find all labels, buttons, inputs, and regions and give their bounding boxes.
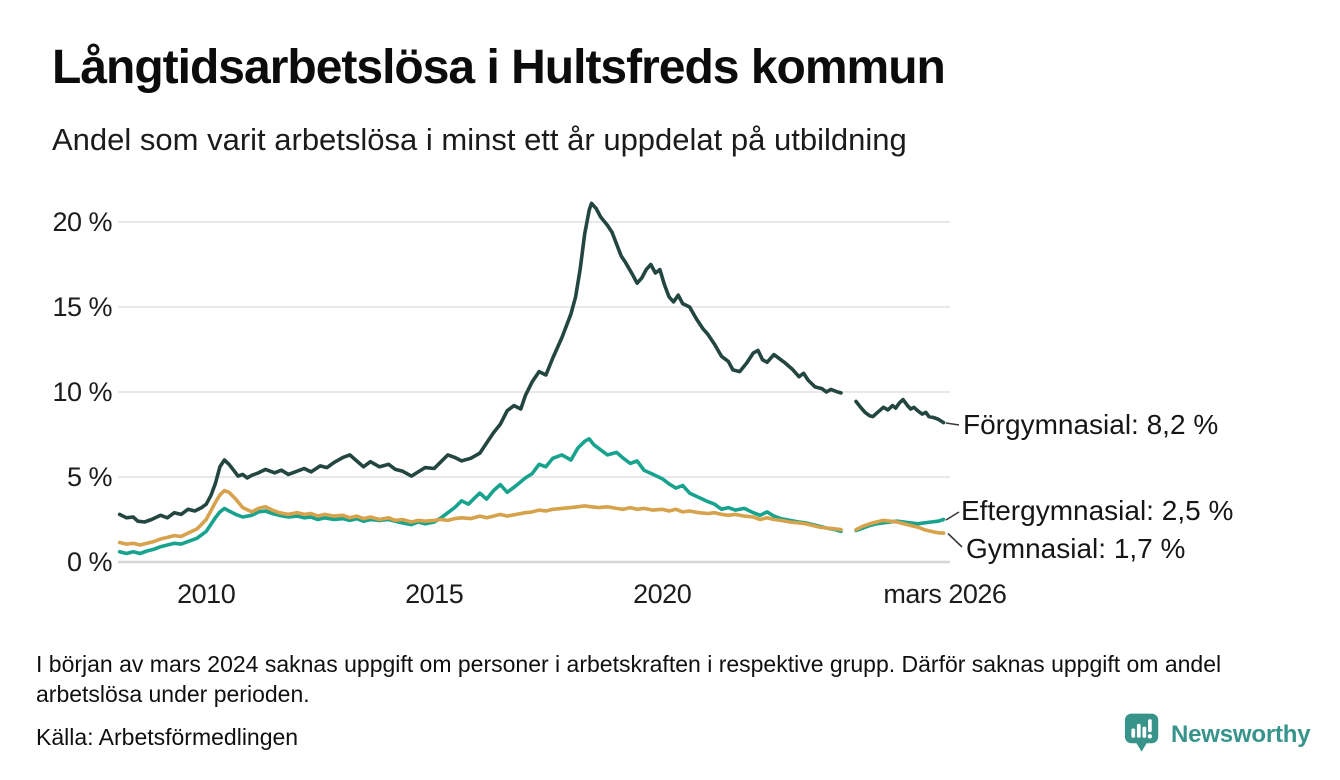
y-axis-tick-label: 5 % bbox=[66, 462, 113, 492]
label-leader-förgymnasial bbox=[945, 422, 960, 426]
label-leader-eftergymnasial bbox=[945, 511, 960, 521]
source-credit: Källa: Arbetsförmedlingen bbox=[36, 724, 299, 750]
series-end-label-gymnasial: Gymnasial: 1,7 % bbox=[966, 533, 1186, 564]
label-leader-gymnasial bbox=[947, 532, 963, 548]
series-line-förgymnasial bbox=[854, 397, 946, 425]
page-title: Långtidsarbetslösa i Hultsfreds kommun bbox=[52, 41, 946, 94]
newsworthy-wordmark: Newsworthy bbox=[1171, 721, 1311, 748]
x-axis-tick-label: 2015 bbox=[405, 579, 464, 609]
newsworthy-logo[interactable]: Newsworthy bbox=[1124, 712, 1311, 756]
series-line-gymnasial bbox=[117, 488, 843, 547]
page-subtitle: Andel som varit arbetslösa i minst ett å… bbox=[52, 122, 907, 157]
series-line-eftergymnasial bbox=[117, 436, 843, 556]
x-axis-tick-label: mars 2026 bbox=[883, 579, 1007, 609]
series-end-label-forgymnasial: Förgymnasial: 8,2 % bbox=[963, 409, 1219, 440]
y-axis-tick-label: 0 % bbox=[66, 547, 113, 577]
footnote: I början av mars 2024 saknas uppgift om … bbox=[36, 651, 1222, 708]
series-end-label-eftergymnasial: Eftergymnasial: 2,5 % bbox=[961, 495, 1234, 526]
y-axis-tick-label: 15 % bbox=[52, 292, 112, 322]
y-axis-tick-label: 20 % bbox=[52, 207, 112, 237]
x-axis-tick-label: 2010 bbox=[177, 579, 236, 609]
x-axis-tick-label: 2020 bbox=[633, 579, 692, 609]
series-line-förgymnasial bbox=[117, 201, 843, 524]
y-axis-tick-label: 10 % bbox=[52, 377, 112, 407]
newsworthy-bubble-chart-icon bbox=[1124, 713, 1159, 752]
series-line-gymnasial bbox=[854, 518, 946, 535]
